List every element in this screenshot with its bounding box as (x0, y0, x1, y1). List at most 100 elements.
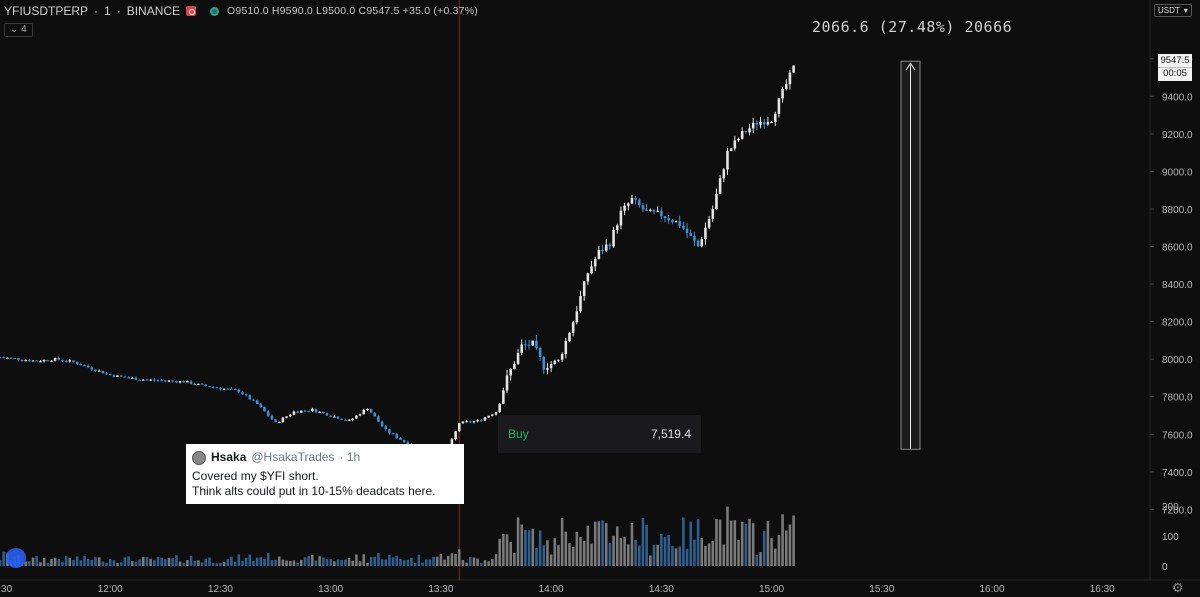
flag-icon[interactable] (186, 6, 197, 16)
volume-bar (788, 524, 792, 566)
volume-bar (623, 536, 626, 566)
candle-body (142, 379, 145, 381)
candle-body (182, 381, 185, 383)
candle-body (538, 348, 542, 358)
candle-body (527, 344, 531, 346)
currency-badge[interactable]: USDT ▾ (1154, 4, 1192, 17)
candle-body (197, 383, 200, 385)
candle-body (509, 368, 512, 376)
candle-body (505, 375, 509, 391)
candle-body (604, 244, 608, 251)
volume-bar (483, 560, 487, 566)
price-tick-label: 9000.0 (1162, 167, 1193, 178)
volume-bar (439, 553, 443, 566)
candle-body (612, 230, 615, 247)
price-tick-label: 8200.0 (1162, 318, 1193, 329)
volume-bar (72, 559, 75, 566)
volume-bar (311, 554, 314, 566)
volume-bar (649, 555, 652, 566)
volume-bar (230, 556, 233, 566)
volume-bar (586, 525, 590, 566)
volume-bar (197, 560, 200, 566)
candle-body (660, 210, 663, 217)
volume-bar (208, 557, 211, 566)
candle-body (667, 218, 670, 221)
volume-bar (24, 561, 28, 566)
candle-body (366, 409, 369, 411)
candle-body (68, 360, 72, 362)
candle-body (726, 150, 729, 170)
volume-bar (406, 559, 410, 566)
candle-body (50, 360, 53, 362)
candle-body (75, 361, 79, 365)
volume-bar (674, 548, 678, 566)
candle-body (248, 395, 252, 400)
time-tick-label: 16:00 (979, 584, 1004, 595)
candle-body (788, 72, 792, 85)
candle-body (586, 273, 590, 282)
volume-bar (149, 558, 152, 566)
candle-body (105, 373, 108, 375)
candle-body (6, 357, 9, 359)
candle-body (715, 193, 718, 210)
volume-bar (527, 530, 531, 566)
candle-body (193, 384, 197, 386)
order-box[interactable]: Buy 7,519.4 (498, 415, 701, 453)
tweet-time: · 1h (339, 450, 361, 464)
candle-body (571, 322, 575, 334)
candle-body (777, 98, 781, 114)
candle-body (20, 360, 24, 362)
time-tick-label: 15:30 (869, 584, 894, 595)
volume-bar (314, 560, 318, 566)
volume-bar (226, 559, 230, 566)
candle-body (138, 379, 141, 381)
time-tick-label: 12:00 (98, 584, 123, 595)
candle-body (608, 244, 612, 247)
volume-bar (145, 557, 149, 566)
volume-tick-label: 100 (1162, 532, 1179, 543)
volume-bar (770, 538, 773, 566)
candle-body (186, 381, 189, 383)
volume-bar (604, 523, 608, 566)
candle-body (652, 209, 656, 212)
candle-body (255, 400, 259, 405)
candle-body (762, 121, 766, 125)
candle-body (733, 140, 737, 149)
candle-body (582, 281, 586, 297)
volume-bar (186, 559, 189, 566)
candle-body (674, 221, 678, 223)
candle-body (160, 380, 163, 382)
candle-body (288, 414, 292, 417)
volume-bar (259, 557, 263, 566)
gear-icon[interactable]: ⚙ (1172, 580, 1184, 595)
symbol-label[interactable]: YFIUSDTPERP (4, 4, 89, 18)
candle-body (766, 122, 770, 125)
tradingview-logo-icon[interactable] (6, 548, 26, 568)
volume-bar (516, 517, 520, 566)
candle-body (35, 360, 39, 362)
volume-bar (395, 555, 399, 566)
price-tick-label: 9400.0 (1162, 92, 1193, 103)
candle-body (704, 227, 707, 240)
candle-body (90, 367, 94, 370)
candle-body (553, 360, 557, 365)
volume-bar (630, 522, 634, 566)
interval-label[interactable]: 1 (104, 4, 111, 18)
volume-bar (296, 563, 299, 566)
volume-bar (303, 557, 307, 566)
candle-body (233, 388, 237, 390)
indicators-toggle[interactable]: ⌄ 4 (4, 23, 33, 37)
candle-body (28, 360, 31, 362)
candle-body (590, 266, 593, 274)
volume-bar (480, 563, 483, 566)
volume-bar (322, 557, 325, 566)
volume-bar (336, 559, 340, 566)
candle-body (593, 258, 597, 267)
candle-body (623, 205, 626, 211)
volume-bar (402, 560, 406, 566)
candle-body (303, 410, 307, 412)
candle-body (130, 377, 134, 379)
candle-body (748, 128, 751, 133)
candle-body (296, 411, 299, 413)
